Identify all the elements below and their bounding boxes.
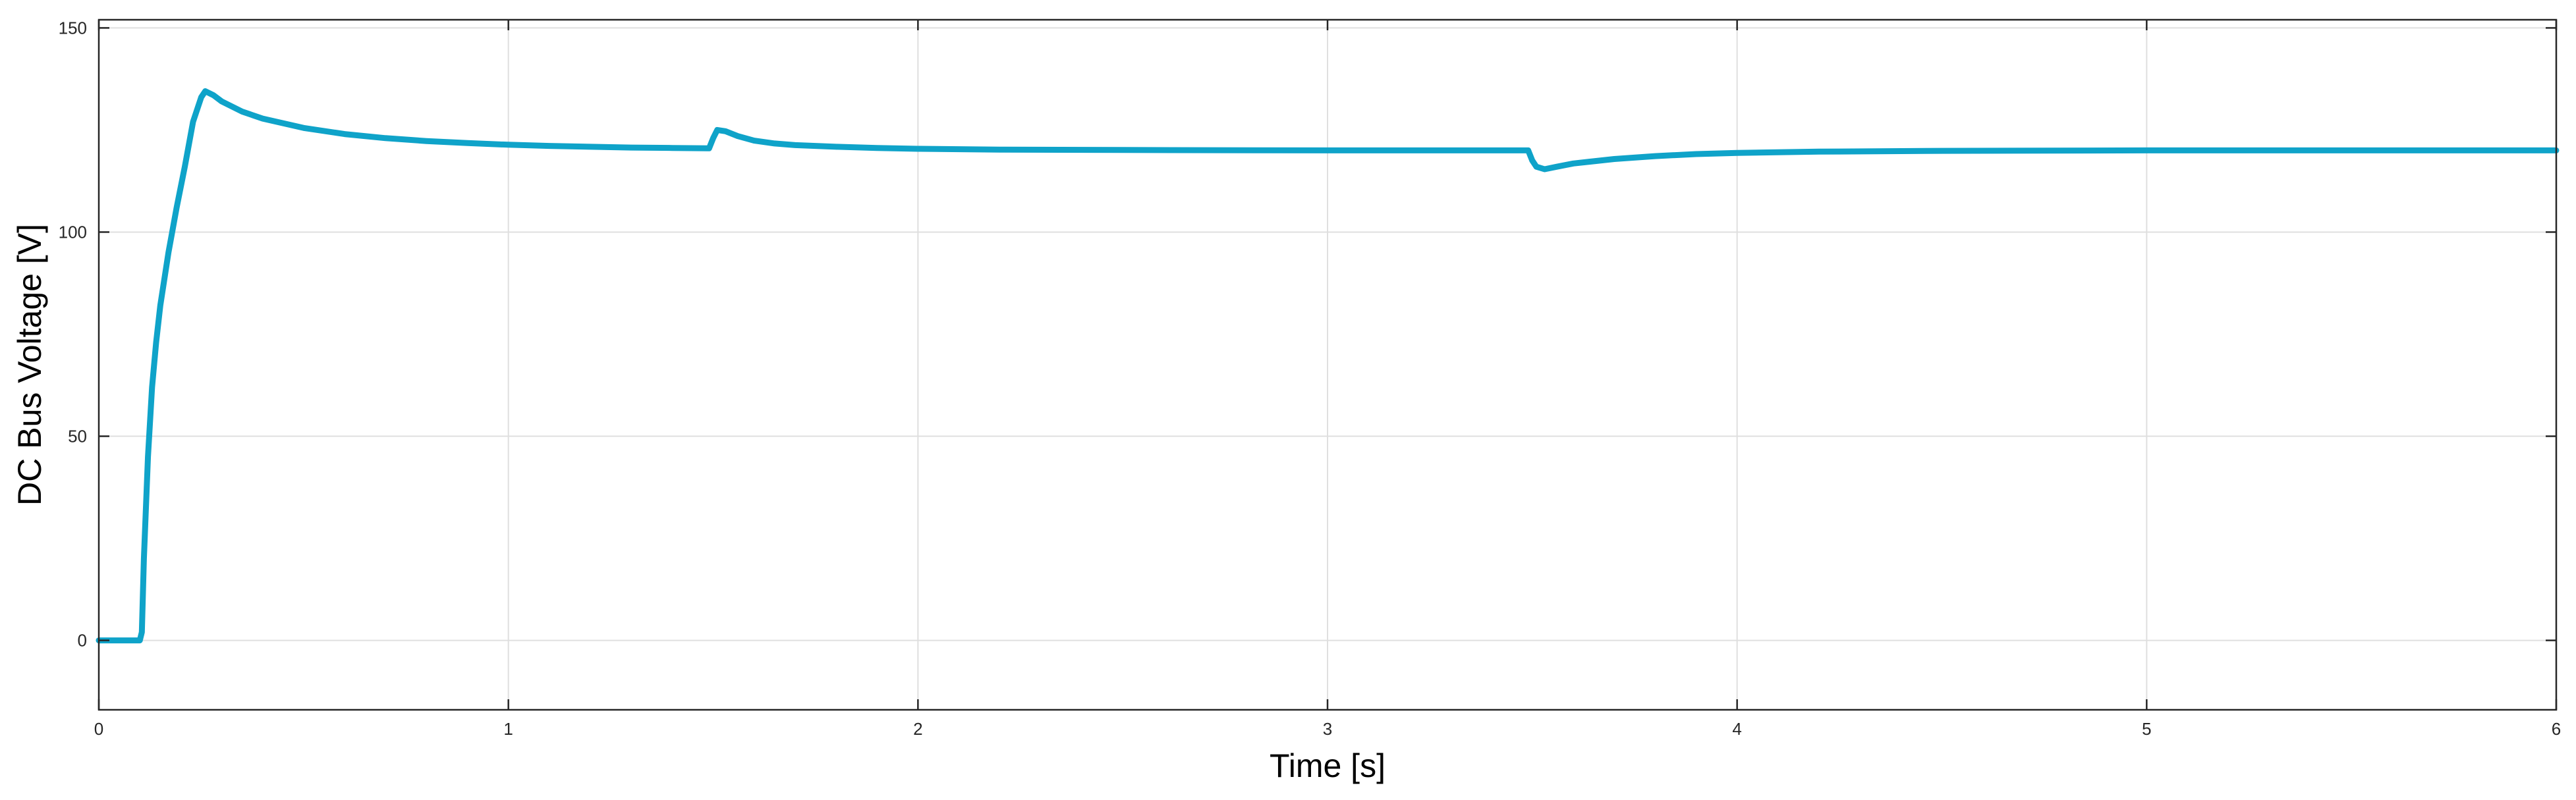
x-tick-label: 0 xyxy=(94,719,103,739)
y-tick-label: 0 xyxy=(78,631,87,651)
y-tick-label: 150 xyxy=(59,18,87,38)
series-line-dc-bus-voltage xyxy=(96,88,2560,644)
x-tick-label: 4 xyxy=(1732,719,1741,739)
x-tick-label: 3 xyxy=(1323,719,1332,739)
y-tick-labels: 0 50 100 150 xyxy=(59,18,87,650)
x-tick-label: 6 xyxy=(2552,719,2561,739)
x-tick-label: 1 xyxy=(503,719,513,739)
y-tick-label: 50 xyxy=(68,427,87,446)
x-tick-label: 2 xyxy=(913,719,922,739)
y-axis-title: DC Bus Voltage [V] xyxy=(11,224,48,506)
tick-marks xyxy=(98,20,2558,710)
x-tick-label: 5 xyxy=(2142,719,2151,739)
y-tick-label: 100 xyxy=(59,222,87,242)
x-tick-labels: 0 1 2 3 4 5 6 xyxy=(94,719,2561,739)
x-axis-title: Time [s] xyxy=(1270,747,1386,784)
series-group xyxy=(96,88,2560,644)
